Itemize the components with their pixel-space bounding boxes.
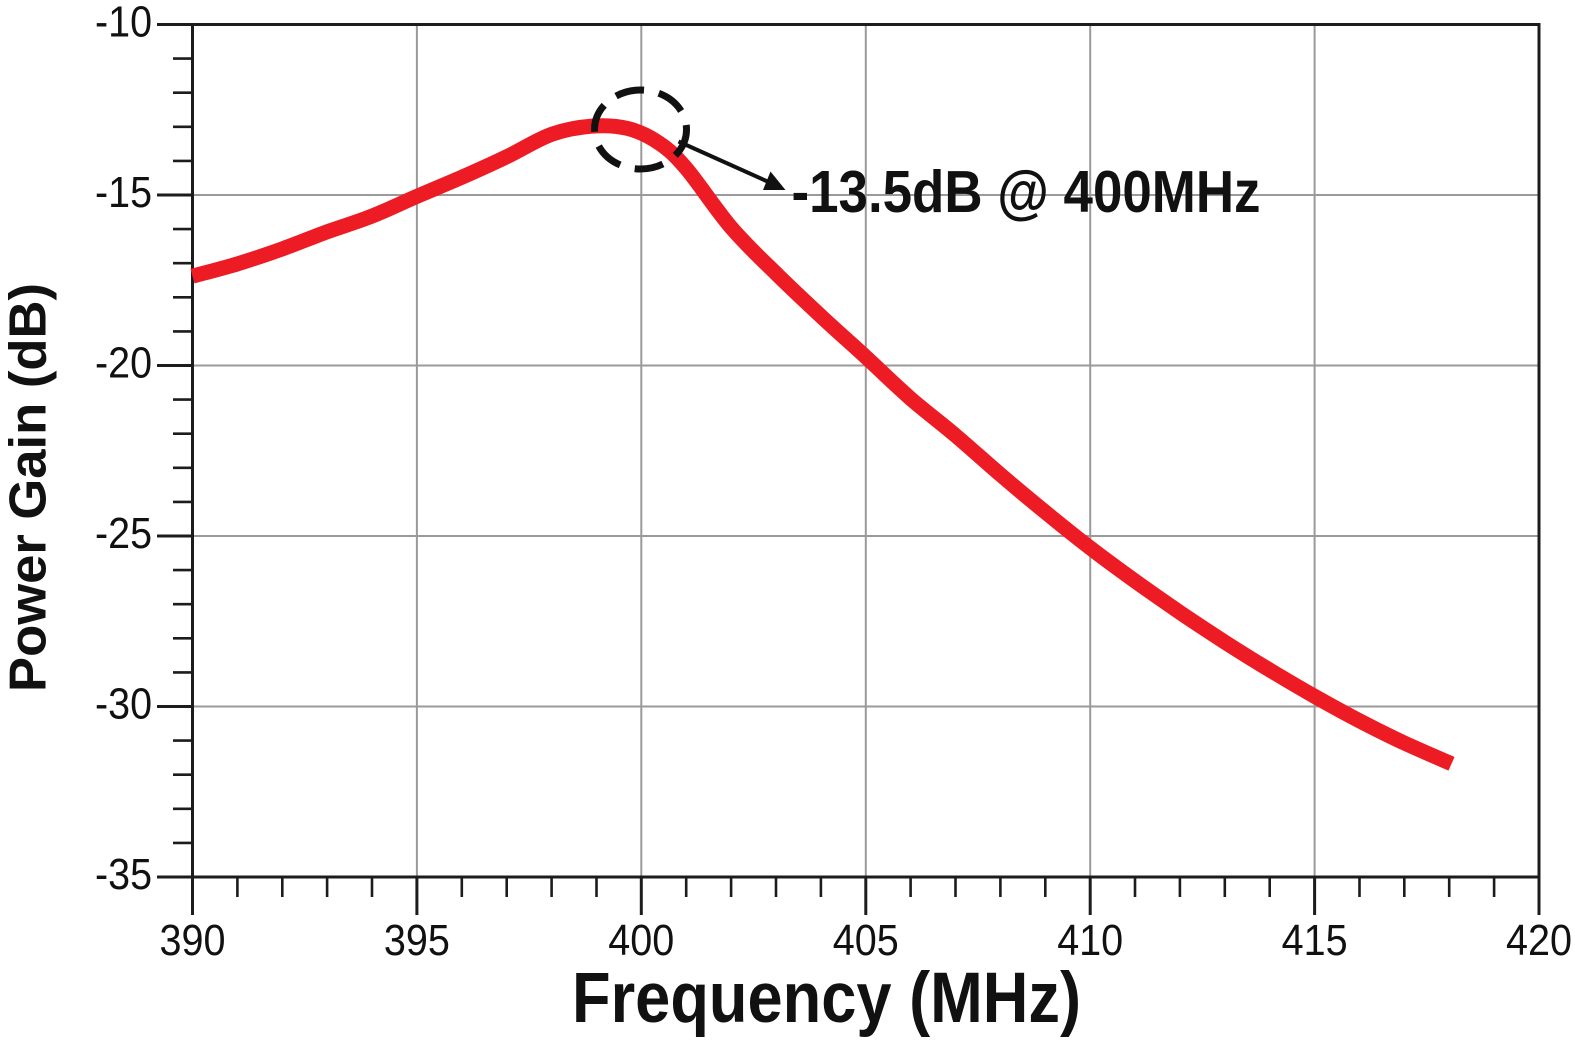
svg-text:Power Gain (dB): Power Gain (dB) bbox=[0, 283, 58, 692]
svg-text:-30: -30 bbox=[95, 680, 152, 729]
svg-text:405: 405 bbox=[833, 916, 899, 965]
svg-text:420: 420 bbox=[1506, 916, 1572, 965]
svg-text:-15: -15 bbox=[95, 168, 152, 217]
svg-text:410: 410 bbox=[1057, 916, 1123, 965]
svg-text:-25: -25 bbox=[95, 509, 152, 558]
svg-text:-20: -20 bbox=[95, 339, 152, 388]
svg-text:-35: -35 bbox=[95, 850, 152, 899]
svg-text:400: 400 bbox=[608, 916, 674, 965]
svg-text:-10: -10 bbox=[95, 0, 152, 47]
svg-text:415: 415 bbox=[1282, 916, 1348, 965]
svg-text:395: 395 bbox=[384, 916, 450, 965]
svg-text:-13.5dB @ 400MHz: -13.5dB @ 400MHz bbox=[792, 159, 1261, 225]
svg-text:390: 390 bbox=[160, 916, 226, 965]
svg-text:Frequency (MHz): Frequency (MHz) bbox=[572, 959, 1081, 1038]
